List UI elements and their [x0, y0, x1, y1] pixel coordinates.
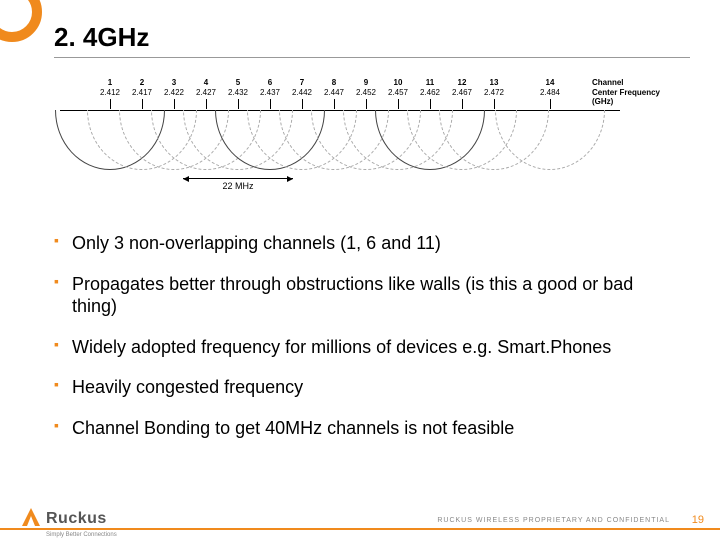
channel-tick: 132.472 [480, 78, 508, 109]
channel-tick: 142.484 [536, 78, 564, 109]
tick-mark [238, 99, 239, 109]
bullet-mark-icon: ▪ [54, 417, 72, 440]
bullet-text: Heavily congested frequency [72, 376, 303, 399]
channel-freq: 2.447 [320, 88, 348, 97]
tick-mark [302, 99, 303, 109]
channel-tick: 42.427 [192, 78, 220, 109]
channel-tick: 12.412 [96, 78, 124, 109]
channel-tick: 92.452 [352, 78, 380, 109]
title-block: 2. 4GHz [54, 22, 690, 58]
channel-freq: 2.422 [160, 88, 188, 97]
channel-number: 10 [384, 78, 412, 87]
bullet-mark-icon: ▪ [54, 273, 72, 318]
channel-tick: 22.417 [128, 78, 156, 109]
tick-mark [462, 99, 463, 109]
bullet-text: Widely adopted frequency for millions of… [72, 336, 611, 359]
channel-freq: 2.452 [352, 88, 380, 97]
logo-text: Ruckus [46, 510, 107, 528]
bullet-mark-icon: ▪ [54, 376, 72, 399]
tick-mark [550, 99, 551, 109]
channel-number: 11 [416, 78, 444, 87]
confidential-text: RUCKUS WIRELESS PROPRIETARY AND CONFIDEN… [437, 517, 670, 524]
channel-number: 3 [160, 78, 188, 87]
channel-number: 4 [192, 78, 220, 87]
bullet-item: ▪Channel Bonding to get 40MHz channels i… [54, 417, 680, 440]
tick-mark [270, 99, 271, 109]
page-number: 19 [692, 514, 704, 526]
channel-number: 14 [536, 78, 564, 87]
diagram-header-labels: Channel Center Frequency (GHz) [592, 78, 660, 107]
tick-mark [430, 99, 431, 109]
channel-number: 8 [320, 78, 348, 87]
channel-diagram: Channel Center Frequency (GHz) 12.41222.… [60, 78, 660, 208]
channel-tick: 32.422 [160, 78, 188, 109]
channel-freq: 2.417 [128, 88, 156, 97]
bullet-item: ▪Heavily congested frequency [54, 376, 680, 399]
channel-freq: 2.472 [480, 88, 508, 97]
channel-freq: 2.432 [224, 88, 252, 97]
bullet-item: ▪Only 3 non-overlapping channels (1, 6 a… [54, 232, 680, 255]
channel-tick: 62.437 [256, 78, 284, 109]
channel-number: 6 [256, 78, 284, 87]
tick-mark [398, 99, 399, 109]
bullet-mark-icon: ▪ [54, 336, 72, 359]
footer-bar [0, 528, 720, 530]
tick-mark [142, 99, 143, 109]
channel-freq: 2.457 [384, 88, 412, 97]
title-rule [54, 57, 690, 58]
logo-tagline: Simply Better Connections [46, 532, 117, 538]
channel-freq: 2.437 [256, 88, 284, 97]
channel-number: 1 [96, 78, 124, 87]
width-label: 22 MHz [183, 181, 293, 191]
channel-tick: 72.442 [288, 78, 316, 109]
bullet-mark-icon: ▪ [54, 232, 72, 255]
channel-number: 13 [480, 78, 508, 87]
tick-mark [366, 99, 367, 109]
channel-freq: 2.427 [192, 88, 220, 97]
tick-mark [334, 99, 335, 109]
bullet-item: ▪Widely adopted frequency for millions o… [54, 336, 680, 359]
channel-freq: 2.467 [448, 88, 476, 97]
channel-number: 9 [352, 78, 380, 87]
slide-title: 2. 4GHz [54, 22, 690, 53]
channel-tick: 52.432 [224, 78, 252, 109]
footer: Ruckus Simply Better Connections RUCKUS … [0, 500, 720, 540]
channel-number: 7 [288, 78, 316, 87]
channel-freq: 2.462 [416, 88, 444, 97]
bullet-text: Propagates better through obstructions l… [72, 273, 680, 318]
channel-number: 5 [224, 78, 252, 87]
channel-tick: 122.467 [448, 78, 476, 109]
channel-tick: 82.447 [320, 78, 348, 109]
bullet-item: ▪Propagates better through obstructions … [54, 273, 680, 318]
header-label: Channel [592, 78, 660, 88]
channel-freq: 2.412 [96, 88, 124, 97]
tick-mark [110, 99, 111, 109]
header-label: (GHz) [592, 97, 660, 107]
channel-tick: 102.457 [384, 78, 412, 109]
width-marker: 22 MHz [183, 178, 293, 191]
logo: Ruckus [20, 506, 107, 528]
tick-mark [206, 99, 207, 109]
bullet-text: Only 3 non-overlapping channels (1, 6 an… [72, 232, 441, 255]
tick-mark [494, 99, 495, 109]
decor-circle [0, 0, 42, 42]
tick-mark [174, 99, 175, 109]
channel-freq: 2.484 [536, 88, 564, 97]
channel-number: 2 [128, 78, 156, 87]
header-label: Center Frequency [592, 88, 660, 98]
bullet-text: Channel Bonding to get 40MHz channels is… [72, 417, 514, 440]
channel-freq: 2.442 [288, 88, 316, 97]
channel-number: 12 [448, 78, 476, 87]
logo-mark-icon [20, 506, 42, 528]
bullet-list: ▪Only 3 non-overlapping channels (1, 6 a… [54, 232, 680, 457]
channel-tick: 112.462 [416, 78, 444, 109]
width-arrow [183, 178, 293, 179]
